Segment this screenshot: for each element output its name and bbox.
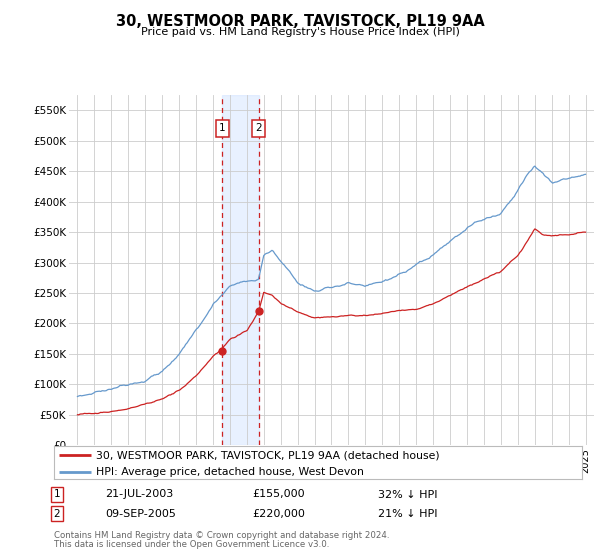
Text: 30, WESTMOOR PARK, TAVISTOCK, PL19 9AA: 30, WESTMOOR PARK, TAVISTOCK, PL19 9AA (116, 14, 484, 29)
Text: 21-JUL-2003: 21-JUL-2003 (105, 489, 173, 500)
Text: £155,000: £155,000 (252, 489, 305, 500)
Text: 21% ↓ HPI: 21% ↓ HPI (378, 508, 437, 519)
Bar (222, 95, 259, 445)
Text: £220,000: £220,000 (252, 508, 305, 519)
Text: Price paid vs. HM Land Registry's House Price Index (HPI): Price paid vs. HM Land Registry's House … (140, 27, 460, 37)
Text: 1: 1 (219, 123, 226, 133)
Text: 1: 1 (53, 489, 61, 500)
Text: This data is licensed under the Open Government Licence v3.0.: This data is licensed under the Open Gov… (54, 540, 329, 549)
Text: 32% ↓ HPI: 32% ↓ HPI (378, 489, 437, 500)
Text: HPI: Average price, detached house, West Devon: HPI: Average price, detached house, West… (96, 466, 364, 477)
Text: 30, WESTMOOR PARK, TAVISTOCK, PL19 9AA (detached house): 30, WESTMOOR PARK, TAVISTOCK, PL19 9AA (… (96, 450, 440, 460)
Text: 2: 2 (53, 508, 61, 519)
Text: 2: 2 (255, 123, 262, 133)
Text: Contains HM Land Registry data © Crown copyright and database right 2024.: Contains HM Land Registry data © Crown c… (54, 531, 389, 540)
Text: 09-SEP-2005: 09-SEP-2005 (105, 508, 176, 519)
